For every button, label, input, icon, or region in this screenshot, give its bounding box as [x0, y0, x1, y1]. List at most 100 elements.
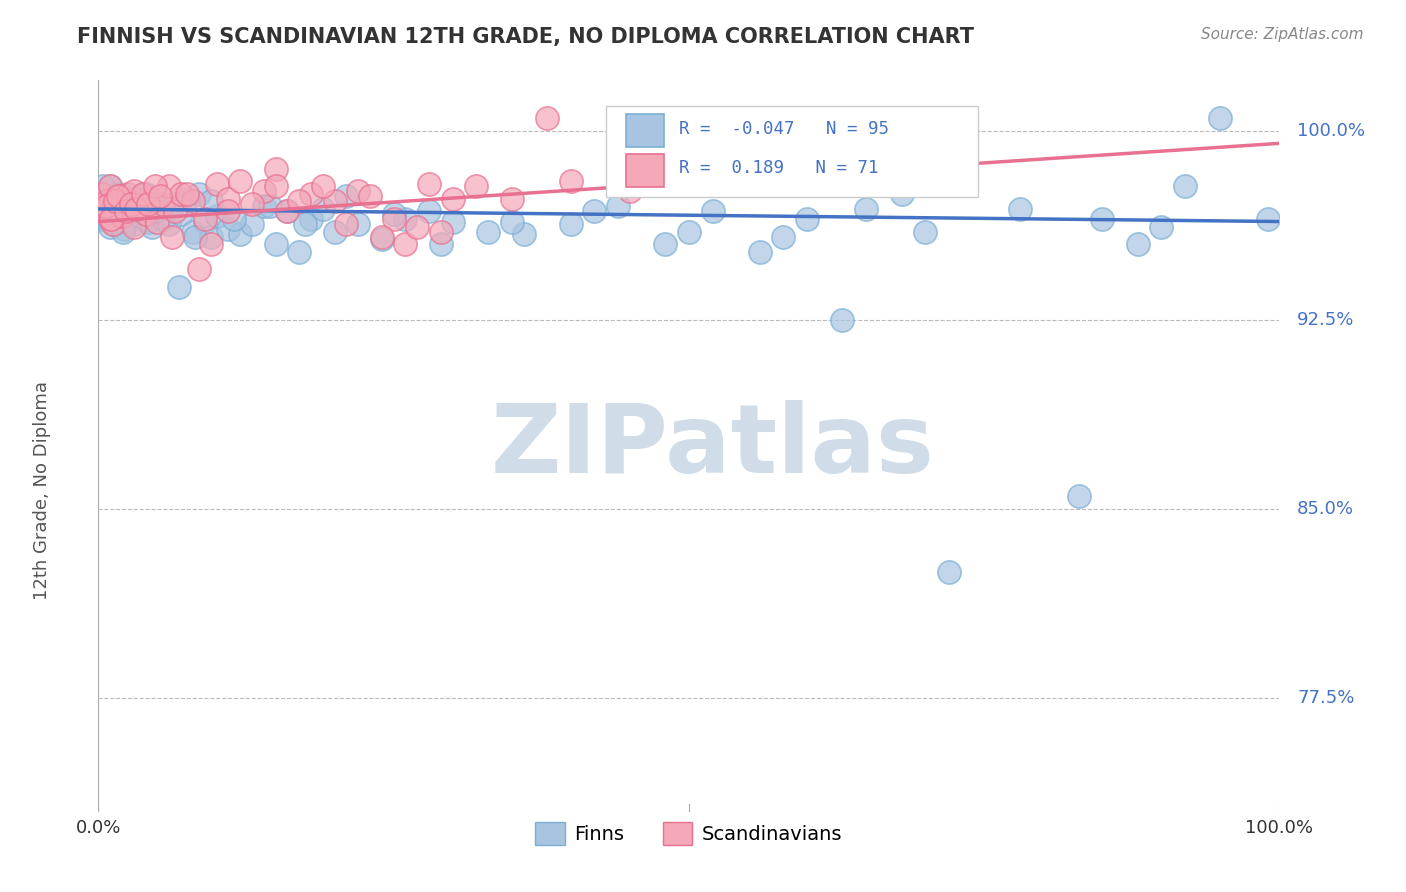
Point	[477, 225, 499, 239]
Point	[157, 217, 180, 231]
Legend: Finns, Scandinavians: Finns, Scandinavians	[527, 814, 851, 854]
Point	[135, 207, 157, 221]
Text: R =  0.189   N = 71: R = 0.189 N = 71	[679, 160, 879, 178]
Point	[127, 192, 149, 206]
Point	[160, 229, 183, 244]
Point	[97, 212, 120, 227]
Point	[702, 204, 724, 219]
Point	[441, 192, 464, 206]
Point	[135, 207, 157, 221]
Point	[98, 219, 121, 234]
Point	[108, 192, 131, 206]
Point	[91, 212, 114, 227]
Point	[371, 232, 394, 246]
Text: Source: ZipAtlas.com: Source: ZipAtlas.com	[1201, 27, 1364, 42]
Point	[323, 194, 346, 209]
Point	[394, 237, 416, 252]
Point	[98, 179, 121, 194]
Point	[112, 225, 135, 239]
Point	[111, 210, 134, 224]
Point	[181, 194, 204, 209]
Point	[149, 189, 172, 203]
Point	[136, 197, 159, 211]
Point	[914, 225, 936, 239]
Point	[264, 237, 287, 252]
Point	[136, 214, 159, 228]
Point	[335, 217, 357, 231]
Point	[111, 210, 134, 224]
Point	[112, 222, 135, 236]
Point	[205, 210, 228, 224]
Point	[181, 225, 204, 239]
Point	[560, 217, 582, 231]
Point	[105, 186, 128, 201]
Point	[299, 212, 322, 227]
Bar	[626, 114, 664, 147]
Point	[91, 186, 114, 201]
Text: 92.5%: 92.5%	[1298, 311, 1354, 329]
Text: 77.5%: 77.5%	[1298, 690, 1354, 707]
Point	[465, 179, 488, 194]
Point	[100, 212, 122, 227]
Point	[394, 212, 416, 227]
Point	[200, 237, 222, 252]
Point	[146, 204, 169, 219]
Point	[111, 192, 134, 206]
Point	[111, 202, 134, 216]
Text: R =  -0.047   N = 95: R = -0.047 N = 95	[679, 120, 890, 138]
Point	[276, 204, 298, 219]
Point	[125, 202, 148, 216]
Point	[938, 565, 960, 579]
Point	[501, 214, 523, 228]
Point	[143, 204, 166, 219]
Point	[1067, 490, 1090, 504]
Point	[253, 199, 276, 213]
Point	[121, 197, 143, 211]
Point	[170, 186, 193, 201]
Point	[103, 217, 125, 231]
Point	[117, 212, 139, 227]
Bar	[626, 154, 664, 187]
Text: FINNISH VS SCANDINAVIAN 12TH GRADE, NO DIPLOMA CORRELATION CHART: FINNISH VS SCANDINAVIAN 12TH GRADE, NO D…	[77, 27, 974, 46]
Point	[170, 207, 193, 221]
Point	[194, 212, 217, 227]
Point	[108, 214, 131, 228]
Point	[240, 197, 263, 211]
Point	[105, 204, 128, 219]
Point	[264, 161, 287, 176]
Point	[335, 189, 357, 203]
Point	[441, 214, 464, 228]
Point	[418, 177, 440, 191]
Point	[1091, 212, 1114, 227]
Point	[276, 204, 298, 219]
Point	[128, 210, 150, 224]
Point	[167, 280, 190, 294]
Point	[200, 194, 222, 209]
Point	[105, 197, 128, 211]
Point	[94, 199, 117, 213]
Point	[299, 186, 322, 201]
Point	[294, 217, 316, 231]
Point	[583, 204, 606, 219]
Point	[112, 202, 135, 216]
Point	[288, 244, 311, 259]
Point	[737, 149, 759, 163]
Text: 85.0%: 85.0%	[1298, 500, 1354, 518]
Point	[371, 229, 394, 244]
Point	[121, 204, 143, 219]
Point	[117, 199, 139, 213]
Point	[678, 161, 700, 176]
Point	[122, 184, 145, 198]
Point	[1174, 179, 1197, 194]
Point	[288, 194, 311, 209]
Text: ZIPatlas: ZIPatlas	[491, 400, 935, 492]
Point	[165, 197, 187, 211]
Point	[430, 237, 453, 252]
Point	[105, 207, 128, 221]
Point	[359, 189, 381, 203]
Point	[259, 199, 281, 213]
Text: 0.0%: 0.0%	[76, 819, 121, 838]
Point	[654, 237, 676, 252]
Point	[217, 222, 239, 236]
Point	[1008, 202, 1031, 216]
